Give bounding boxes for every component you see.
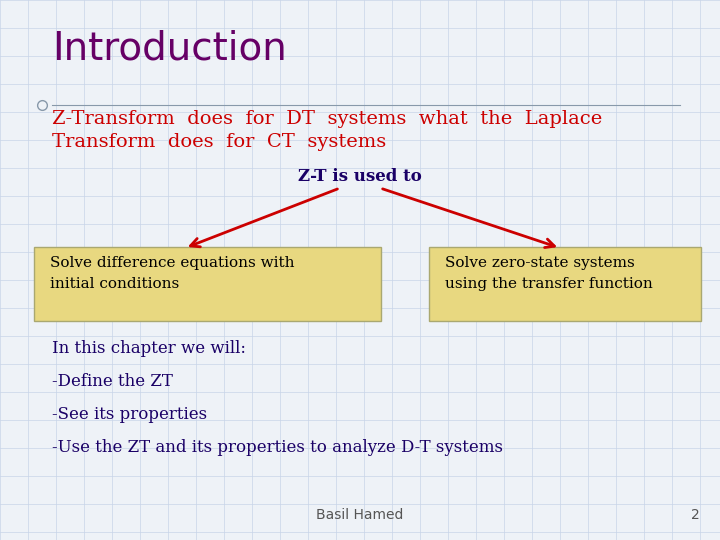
FancyBboxPatch shape (34, 247, 381, 321)
Text: -Use the ZT and its properties to analyze D-T systems: -Use the ZT and its properties to analyz… (52, 439, 503, 456)
Text: Z-T is used to: Z-T is used to (298, 168, 422, 185)
FancyBboxPatch shape (429, 247, 701, 321)
Text: -Define the ZT: -Define the ZT (52, 373, 173, 390)
Text: 2: 2 (691, 508, 700, 522)
Text: Basil Hamed: Basil Hamed (316, 508, 404, 522)
Text: Solve zero-state systems
using the transfer function: Solve zero-state systems using the trans… (445, 256, 653, 291)
Text: -See its properties: -See its properties (52, 406, 207, 423)
Text: Introduction: Introduction (52, 30, 287, 68)
Text: Z-Transform  does  for  DT  systems  what  the  Laplace: Z-Transform does for DT systems what the… (52, 110, 602, 128)
Text: In this chapter we will:: In this chapter we will: (52, 340, 246, 357)
Text: Solve difference equations with
initial conditions: Solve difference equations with initial … (50, 256, 294, 291)
Text: Transform  does  for  CT  systems: Transform does for CT systems (52, 133, 386, 151)
